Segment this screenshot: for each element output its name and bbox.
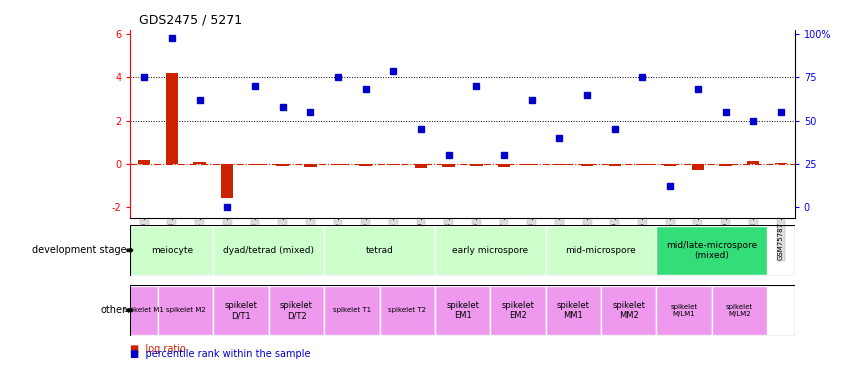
Bar (442, 164, 455, 167)
Text: ■  log ratio: ■ log ratio (130, 344, 186, 354)
Text: spikelet
D/T2: spikelet D/T2 (280, 301, 313, 320)
Text: spikelet
EM2: spikelet EM2 (501, 301, 534, 320)
Text: other: other (100, 305, 126, 315)
Bar (130, 285, 158, 335)
Text: development stage: development stage (31, 245, 126, 255)
Bar (324, 285, 379, 335)
Bar (277, 164, 288, 166)
Bar (553, 164, 566, 165)
Bar (656, 285, 711, 335)
Bar (719, 164, 732, 166)
Bar (304, 164, 316, 167)
Bar (601, 285, 656, 335)
Text: spikelet
MM1: spikelet MM1 (557, 301, 590, 320)
Text: spikelet M1: spikelet M1 (124, 308, 164, 314)
Bar (435, 285, 490, 335)
Bar (490, 285, 546, 335)
Text: mid/late-microspore
(mixed): mid/late-microspore (mixed) (666, 241, 757, 260)
Bar (387, 164, 399, 165)
Bar (747, 162, 759, 164)
Bar (166, 73, 178, 164)
Bar (379, 285, 435, 335)
Bar (214, 225, 324, 275)
Bar (546, 225, 656, 275)
Text: spikelet
EM1: spikelet EM1 (446, 301, 479, 320)
Bar (637, 164, 648, 165)
Bar (130, 225, 214, 275)
Bar (193, 162, 206, 164)
Bar (691, 164, 704, 170)
Bar (664, 164, 676, 166)
Bar (249, 164, 262, 165)
Text: spikelet
D/T1: spikelet D/T1 (225, 301, 257, 320)
Text: GDS2475 / 5271: GDS2475 / 5271 (139, 13, 242, 26)
Bar (470, 164, 483, 166)
Bar (221, 164, 234, 198)
Bar (498, 164, 510, 167)
Bar (775, 162, 787, 164)
Bar (581, 164, 594, 166)
Text: spikelet T2: spikelet T2 (389, 308, 426, 314)
Bar (656, 225, 767, 275)
Bar (214, 285, 269, 335)
Bar (359, 164, 372, 166)
Bar (324, 225, 435, 275)
Text: spikelet
MM2: spikelet MM2 (612, 301, 645, 320)
Text: spikelet
M/LM2: spikelet M/LM2 (726, 304, 753, 317)
Bar (435, 225, 546, 275)
Text: tetrad: tetrad (366, 246, 394, 255)
Text: mid-microspore: mid-microspore (566, 246, 637, 255)
Text: meiocyte: meiocyte (151, 246, 193, 255)
Text: dyad/tetrad (mixed): dyad/tetrad (mixed) (223, 246, 315, 255)
Bar (269, 285, 324, 335)
Text: ■  percentile rank within the sample: ■ percentile rank within the sample (130, 350, 311, 359)
Bar (158, 285, 214, 335)
Bar (546, 285, 601, 335)
Text: spikelet M2: spikelet M2 (166, 308, 205, 314)
Text: spikelet
M/LM1: spikelet M/LM1 (670, 304, 697, 317)
Bar (526, 164, 538, 165)
Bar (609, 164, 621, 166)
Bar (711, 285, 767, 335)
Text: early microspore: early microspore (452, 246, 528, 255)
Text: spikelet T1: spikelet T1 (333, 308, 371, 314)
Bar (415, 164, 427, 168)
Bar (138, 160, 151, 164)
Bar (331, 164, 344, 165)
